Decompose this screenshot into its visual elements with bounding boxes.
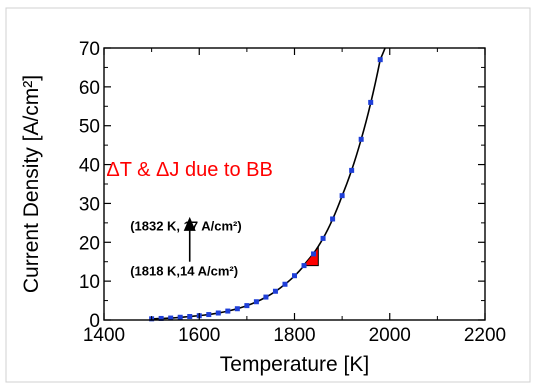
data-point	[349, 167, 355, 173]
data-points-layer	[149, 57, 383, 322]
y-tick-label: 70	[79, 39, 100, 60]
y-tick-label: 40	[79, 156, 100, 177]
data-point	[358, 136, 364, 142]
data-point	[368, 99, 374, 105]
data-point	[158, 315, 164, 321]
highlight-triangle	[302, 245, 319, 267]
data-point	[206, 312, 212, 318]
annotation-bb: ΔT & ΔJ due to BB	[106, 159, 272, 181]
data-point	[177, 314, 183, 320]
x-tick-label: 1400	[83, 325, 125, 346]
data-point	[377, 57, 383, 63]
axes-layer	[103, 47, 486, 321]
data-point	[311, 251, 317, 257]
y-tick-label: 60	[79, 78, 100, 99]
data-point	[168, 315, 174, 321]
y-tick-label: 50	[79, 117, 100, 138]
data-point	[272, 288, 278, 294]
x-tick-label: 1600	[178, 325, 220, 346]
ticks-layer: 1400 1600 1800 2000 2200 0 10 20 30 40 50 60 70	[79, 39, 506, 346]
data-point	[253, 299, 259, 305]
data-point	[320, 235, 326, 241]
data-point	[292, 273, 297, 279]
x-tick-label: 1800	[273, 325, 315, 346]
y-tick-label: 20	[79, 233, 100, 254]
plot-frame	[103, 47, 486, 321]
y-axis-label: Current Density [A/cm²]	[20, 75, 43, 293]
x-tick-label: 2000	[369, 325, 411, 346]
x-axis-label: Temperature [K]	[220, 353, 369, 376]
data-point	[339, 193, 345, 199]
arrow-head	[183, 216, 196, 231]
data-point	[187, 314, 193, 319]
data-point	[301, 263, 307, 269]
y-tick-label: 0	[89, 311, 100, 332]
data-point	[234, 306, 240, 312]
data-point	[244, 303, 250, 309]
annotation-lower: (1818 K,14 A/cm²)	[130, 263, 238, 278]
figure-border	[5, 7, 531, 383]
data-point	[330, 216, 336, 222]
data-point	[215, 310, 221, 316]
x-tick-label: 2200	[464, 325, 506, 346]
data-point	[263, 294, 269, 300]
y-tick-label: 10	[79, 272, 100, 293]
annotation-layer: ΔT & ΔJ due to BB(1832 K, 17 A/cm²)(1818…	[106, 159, 272, 278]
data-point	[282, 281, 288, 287]
y-tick-label: 30	[79, 194, 100, 215]
data-point	[225, 308, 231, 314]
